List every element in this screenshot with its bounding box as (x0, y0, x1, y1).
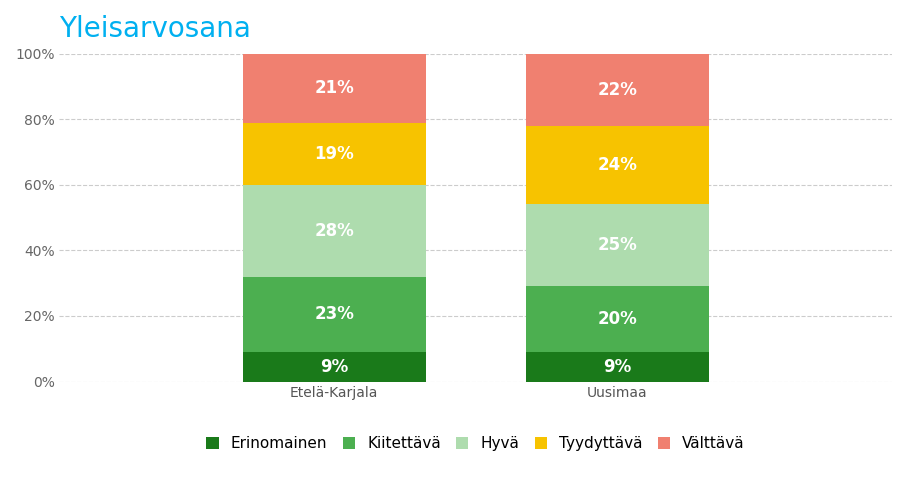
Bar (242, 53, 425, 122)
Bar (242, 185, 425, 277)
Text: 22%: 22% (598, 81, 637, 99)
Text: 21%: 21% (314, 79, 354, 97)
Bar (526, 53, 708, 126)
Bar (242, 352, 425, 382)
Text: 28%: 28% (314, 222, 354, 240)
Text: 23%: 23% (314, 305, 354, 324)
Bar (526, 205, 708, 286)
Bar (242, 277, 425, 352)
Bar (526, 286, 708, 352)
Legend: Erinomainen, Kiitettävä, Hyvä, Tyydyttävä, Välttävä: Erinomainen, Kiitettävä, Hyvä, Tyydyttäv… (201, 432, 749, 456)
Text: 20%: 20% (598, 310, 637, 328)
Bar (526, 126, 708, 205)
Text: 24%: 24% (598, 156, 637, 174)
Bar (526, 352, 708, 382)
Text: 25%: 25% (598, 236, 637, 255)
Text: 19%: 19% (314, 145, 354, 163)
Text: 9%: 9% (603, 358, 631, 376)
Text: Yleisarvosana: Yleisarvosana (59, 15, 251, 43)
Text: 9%: 9% (320, 358, 348, 376)
Bar (242, 122, 425, 185)
